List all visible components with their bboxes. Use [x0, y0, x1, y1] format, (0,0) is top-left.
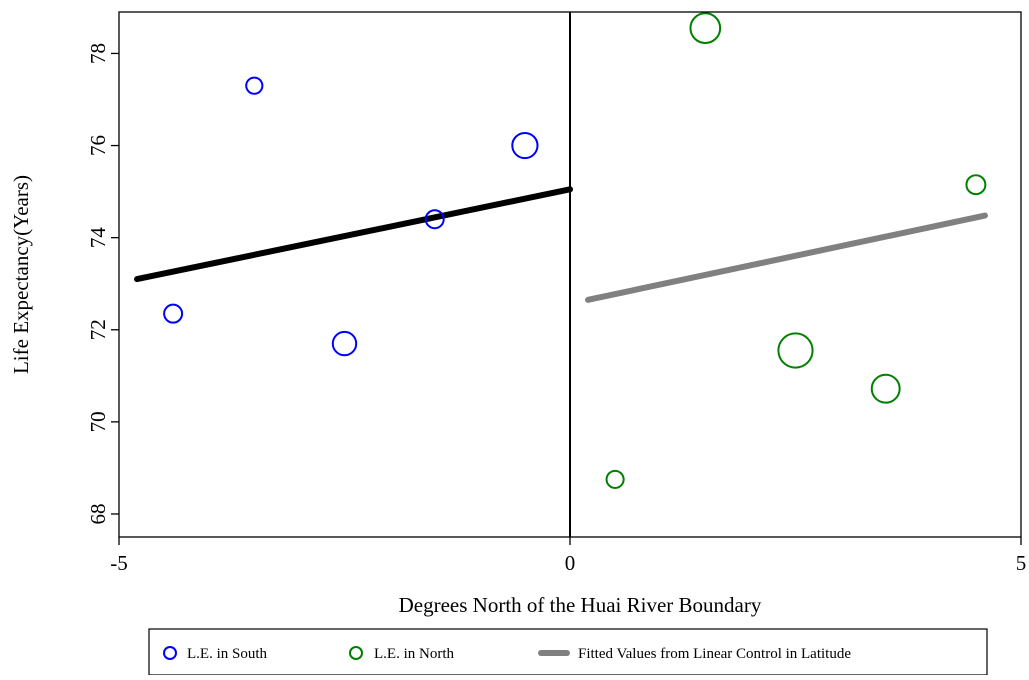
x-tick-label: 0	[565, 551, 576, 575]
plot-area	[134, 12, 988, 537]
legend-south-marker	[163, 646, 177, 660]
point-south-3	[331, 330, 358, 357]
y-tick-label: 78	[86, 43, 110, 64]
x-tick-label: 5	[1016, 551, 1027, 575]
point-south-5	[511, 131, 539, 160]
legend-north-marker	[349, 646, 363, 660]
legend: L.E. in South L.E. in North Fitted Values …	[148, 628, 988, 676]
legend-north-label: L.E. in North	[374, 646, 454, 662]
fitted-line-1	[134, 186, 573, 283]
axes: -5 0 5 68 70 72 74 76 78 Degrees North of the Hua…	[9, 11, 1027, 617]
point-north-3	[777, 332, 814, 369]
legend-south-label: L.E. in South	[187, 646, 268, 662]
point-south-1	[163, 303, 184, 324]
x-tick-label: -5	[110, 551, 128, 575]
point-south-4	[424, 209, 445, 230]
y-axis-title: Life Expectancy(Years)	[9, 175, 33, 374]
fitted-line-2	[585, 212, 988, 303]
point-north-4	[870, 373, 901, 404]
point-south-2	[245, 76, 264, 95]
point-north-5	[965, 174, 987, 196]
y-tick-label: 74	[86, 227, 110, 249]
legend-fitted-label: Fitted Values from Linear Control in Lat…	[578, 646, 851, 662]
y-tick-label: 72	[86, 319, 110, 340]
point-north-2	[689, 12, 722, 44]
y-tick-label: 70	[86, 411, 110, 432]
y-tick-label: 76	[86, 135, 110, 156]
y-tick-label: 68	[86, 503, 110, 524]
point-north-1	[605, 469, 625, 489]
x-axis-title: Degrees North of the Huai River Boundary	[399, 593, 762, 617]
